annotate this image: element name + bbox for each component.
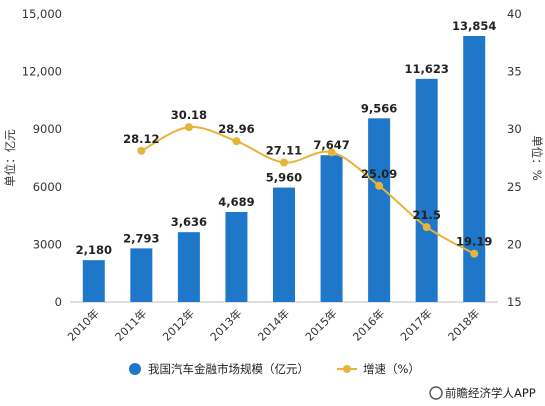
legend-bar-swatch — [129, 363, 141, 375]
x-tick-label: 2016年 — [350, 306, 387, 343]
growth-value-label: 30.18 — [171, 108, 207, 122]
bar — [463, 36, 486, 302]
source-logo-icon — [429, 386, 443, 400]
bar-value-label: 4,689 — [218, 195, 254, 209]
legend-bar-label: 我国汽车金融市场规模（亿元） — [148, 362, 309, 376]
bar-value-label: 5,960 — [266, 171, 302, 185]
source-label: 前瞻经济学人APP — [445, 386, 536, 400]
growth-line-series — [137, 123, 479, 258]
growth-value-label: 27.11 — [266, 143, 302, 157]
bar — [415, 78, 438, 302]
growth-point — [232, 137, 241, 146]
x-tick-label: 2018年 — [445, 306, 482, 343]
bar-series — [82, 36, 486, 303]
bar-value-label: 2,180 — [76, 243, 112, 257]
growth-value-label: 19.19 — [456, 235, 492, 249]
bar-value-label: 13,854 — [452, 19, 496, 33]
growth-value-label: 28.96 — [218, 122, 254, 136]
bar-value-label: 11,623 — [404, 62, 448, 76]
y-tick-label: 0 — [55, 295, 62, 309]
growth-point — [184, 123, 193, 132]
growth-point — [137, 146, 146, 155]
y-tick-label: 9000 — [33, 122, 62, 136]
bar-value-label: 7,647 — [313, 138, 349, 152]
growth-point — [422, 223, 431, 232]
y2-tick-label: 30 — [507, 122, 522, 136]
y-tick-label: 6000 — [33, 180, 62, 194]
y-tick-label: 3000 — [33, 237, 62, 251]
growth-value-label: 25.09 — [361, 167, 397, 181]
bar — [130, 248, 153, 302]
y2-tick-label: 20 — [507, 237, 522, 251]
source-credit: 前瞻经济学人APP — [429, 386, 536, 400]
growth-point — [470, 249, 479, 258]
y2-tick-label: 35 — [507, 65, 522, 79]
y2-tick-label: 15 — [507, 295, 522, 309]
x-tick-label: 2015年 — [302, 306, 339, 343]
growth-point — [280, 158, 288, 167]
x-tick-label: 2017年 — [397, 306, 434, 343]
bar — [368, 118, 391, 303]
y2-axis-title: 单位：% — [530, 135, 544, 180]
bar — [177, 232, 200, 302]
legend-line-marker — [343, 365, 351, 373]
data-labels: 2,180 2,793 3,636 4,689 5,960 7,647 9,566 11,62… — [76, 19, 497, 257]
y-tick-label: 12,000 — [22, 65, 62, 79]
growth-point — [375, 181, 384, 190]
x-tick-label: 2013年 — [207, 306, 244, 343]
bar-value-label: 2,793 — [123, 231, 159, 245]
y-axis-title: 单位：亿元 — [3, 129, 17, 187]
bar-value-label: 3,636 — [171, 215, 207, 229]
x-tick-label: 2011年 — [112, 306, 149, 343]
bar — [273, 187, 295, 302]
bar-value-label: 9,566 — [361, 101, 397, 115]
growth-value-label: 28.12 — [123, 132, 159, 146]
y2-tick-label: 25 — [507, 180, 522, 194]
y-tick-label: 15,000 — [22, 7, 62, 21]
legend-line-label: 增速（%） — [363, 362, 420, 376]
x-tick-label: 2012年 — [160, 306, 197, 343]
bar — [225, 211, 248, 302]
growth-value-label: 21.5 — [412, 208, 440, 222]
x-tick-label: 2010年 — [64, 306, 101, 343]
bar — [320, 155, 343, 302]
growth-point — [327, 148, 336, 157]
legend: 我国汽车金融市场规模（亿元） 增速（%） — [129, 362, 420, 376]
y2-tick-label: 40 — [507, 7, 522, 21]
x-tick-label: 2014年 — [255, 306, 292, 343]
bar — [82, 260, 105, 302]
